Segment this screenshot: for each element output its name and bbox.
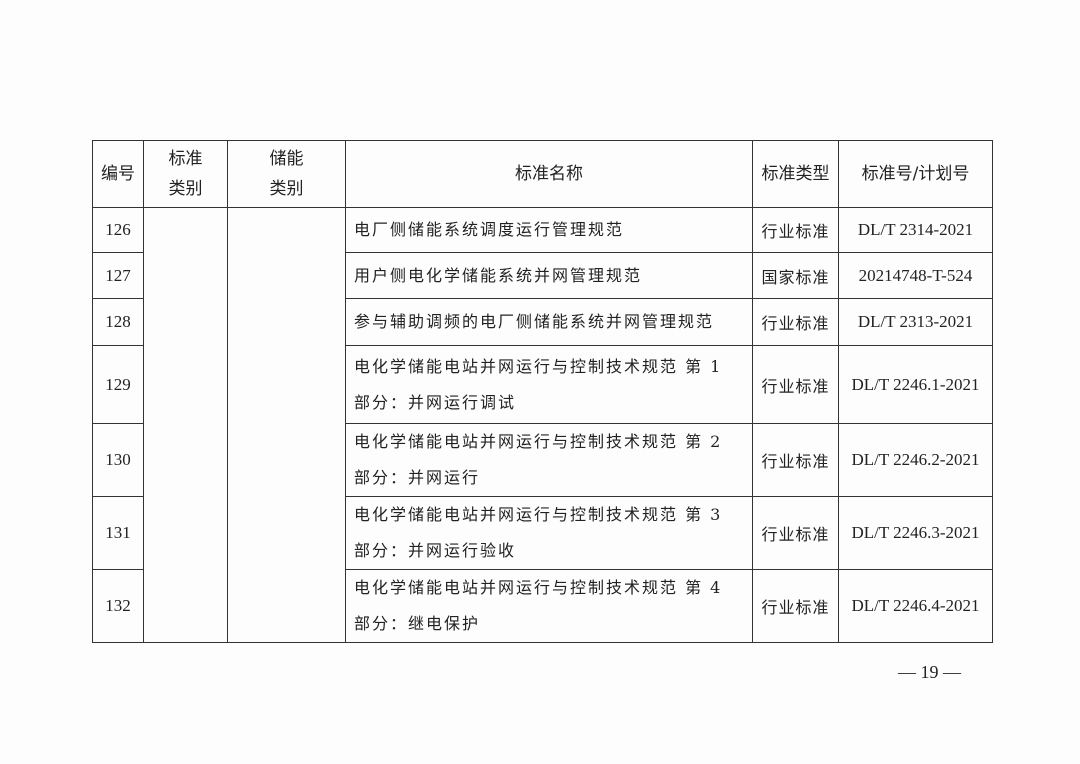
standard-name: 电化学储能电站并网运行与控制技术规范 第 2 部分：并网运行 bbox=[345, 423, 753, 497]
header-storage-category: 储能类别 bbox=[227, 140, 346, 208]
standard-code: DL/T 2246.2-2021 bbox=[838, 423, 993, 497]
header-number: 编号 bbox=[92, 140, 144, 208]
standard-type: 行业标准 bbox=[752, 423, 839, 497]
table-row: 126 电厂侧储能系统调度运行管理规范 行业标准 DL/T 2314-2021 bbox=[92, 207, 993, 643]
header-row: 编号 标准类别 储能类别 标准名称 标准类型 标准号/计划号 bbox=[92, 140, 993, 208]
standard-code: DL/T 2314-2021 bbox=[838, 207, 993, 253]
row-number: 131 bbox=[92, 496, 144, 570]
standard-code: DL/T 2246.1-2021 bbox=[838, 345, 993, 424]
standard-type: 行业标准 bbox=[752, 496, 839, 570]
row-number: 129 bbox=[92, 345, 144, 424]
standard-code: DL/T 2313-2021 bbox=[838, 298, 993, 346]
standard-name: 参与辅助调频的电厂侧储能系统并网管理规范 bbox=[345, 298, 753, 346]
table-row: 130 电化学储能电站并网运行与控制技术规范 第 2 部分：并网运行 行业标准 … bbox=[92, 423, 993, 497]
header-storage-category-label: 储能类别 bbox=[269, 149, 304, 199]
header-standard-type: 标准类型 bbox=[752, 140, 839, 208]
header-standard-category: 标准类别 bbox=[143, 140, 228, 208]
standard-type: 行业标准 bbox=[752, 345, 839, 424]
storage-category-cell bbox=[227, 207, 346, 643]
standard-name: 电化学储能电站并网运行与控制技术规范 第 1 部分：并网运行调试 bbox=[345, 345, 753, 424]
table-row: 128 参与辅助调频的电厂侧储能系统并网管理规范 行业标准 DL/T 2313-… bbox=[92, 298, 993, 346]
standard-type: 国家标准 bbox=[752, 252, 839, 299]
table-row: 131 电化学储能电站并网运行与控制技术规范 第 3 部分：并网运行验收 行业标… bbox=[92, 496, 993, 570]
standard-code: 20214748-T-524 bbox=[838, 252, 993, 299]
standard-category-cell bbox=[143, 207, 228, 643]
table-row: 127 用户侧电化学储能系统并网管理规范 国家标准 20214748-T-524 bbox=[92, 252, 993, 299]
standard-type: 行业标准 bbox=[752, 207, 839, 253]
row-number: 130 bbox=[92, 423, 144, 497]
standard-name: 用户侧电化学储能系统并网管理规范 bbox=[345, 252, 753, 299]
header-standard-name: 标准名称 bbox=[345, 140, 753, 208]
standard-name: 电化学储能电站并网运行与控制技术规范 第 4 部分：继电保护 bbox=[345, 569, 753, 643]
row-number: 127 bbox=[92, 252, 144, 299]
standard-type: 行业标准 bbox=[752, 298, 839, 346]
standard-code: DL/T 2246.4-2021 bbox=[838, 569, 993, 643]
standard-type: 行业标准 bbox=[752, 569, 839, 643]
standard-name: 电厂侧储能系统调度运行管理规范 bbox=[345, 207, 753, 253]
table-row: 129 电化学储能电站并网运行与控制技术规范 第 1 部分：并网运行调试 行业标… bbox=[92, 345, 993, 424]
row-number: 128 bbox=[92, 298, 144, 346]
standards-table: 编号 标准类别 储能类别 标准名称 标准类型 标准号/计划号 126 电厂侧储能… bbox=[92, 140, 993, 643]
page-number: — 19 — bbox=[898, 662, 961, 682]
header-standard-code: 标准号/计划号 bbox=[838, 140, 993, 208]
row-number: 132 bbox=[92, 569, 144, 643]
standard-code: DL/T 2246.3-2021 bbox=[838, 496, 993, 570]
row-number: 126 bbox=[92, 207, 144, 253]
standard-name: 电化学储能电站并网运行与控制技术规范 第 3 部分：并网运行验收 bbox=[345, 496, 753, 570]
table-row: 132 电化学储能电站并网运行与控制技术规范 第 4 部分：继电保护 行业标准 … bbox=[92, 569, 993, 643]
header-standard-category-label: 标准类别 bbox=[168, 149, 203, 199]
